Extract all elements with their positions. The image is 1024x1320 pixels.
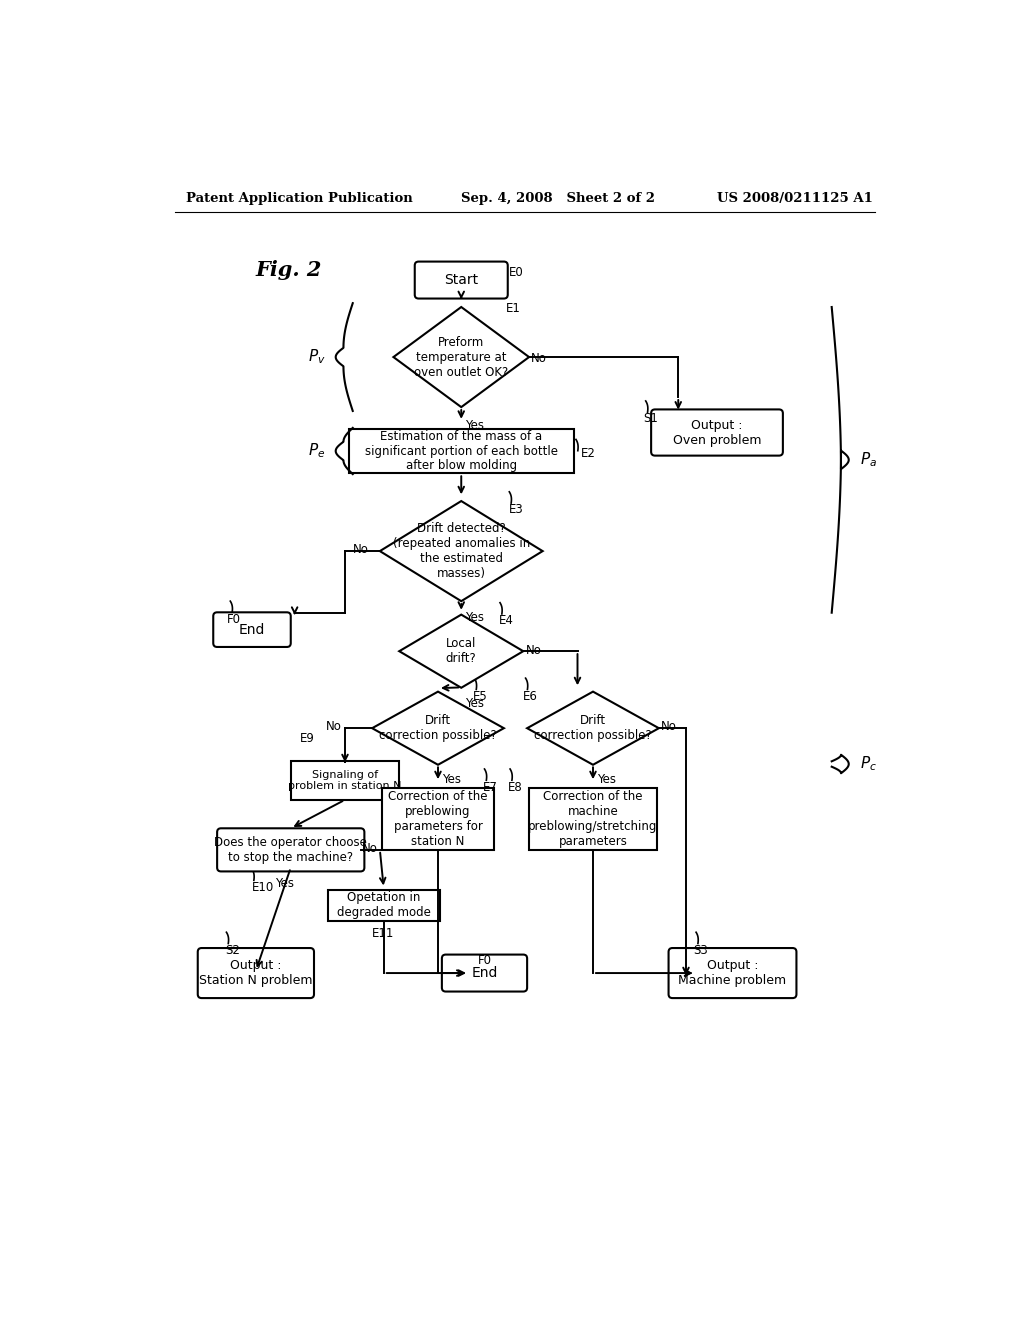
Text: S3: S3 [693,944,709,957]
Text: E9: E9 [300,733,315,744]
Text: Drift
correction possible?: Drift correction possible? [535,714,652,742]
FancyBboxPatch shape [217,829,365,871]
Text: Correction of the
preblowing
parameters for
station N: Correction of the preblowing parameters … [388,791,487,847]
Text: E2: E2 [582,447,596,461]
Text: E4: E4 [499,614,513,627]
Text: E10: E10 [252,880,274,894]
Text: $P_c$: $P_c$ [860,755,878,774]
Text: Yes: Yes [597,774,615,785]
Bar [349,429,573,474]
Text: Local
drift?: Local drift? [445,638,476,665]
FancyBboxPatch shape [198,948,314,998]
Text: Opetation in
degraded mode: Opetation in degraded mode [337,891,431,919]
Text: No: No [531,351,547,364]
FancyBboxPatch shape [442,954,527,991]
Text: F0: F0 [227,612,242,626]
Polygon shape [393,308,529,407]
Text: Estimation of the mass of a
significant portion of each bottle
after blow moldin: Estimation of the mass of a significant … [365,429,558,473]
Text: E1: E1 [506,302,520,314]
Text: No: No [352,544,369,557]
Text: E8: E8 [508,780,522,793]
Text: E3: E3 [509,503,524,516]
Text: Yes: Yes [442,774,461,785]
Text: No: No [525,644,542,656]
FancyBboxPatch shape [415,261,508,298]
Text: Fig. 2: Fig. 2 [256,260,323,280]
Text: Yes: Yes [465,611,484,624]
Text: S2: S2 [225,944,240,957]
Text: E7: E7 [483,780,498,793]
Text: Signaling of
problem in station N: Signaling of problem in station N [288,770,401,792]
Text: Patent Application Publication: Patent Application Publication [186,191,413,205]
Text: Output :
Station N problem: Output : Station N problem [199,960,312,987]
Text: No: No [362,842,378,855]
Text: Output :
Oven problem: Output : Oven problem [673,418,761,446]
Polygon shape [380,502,543,601]
Polygon shape [372,692,504,764]
Text: End: End [239,623,265,636]
Text: Correction of the
machine
preblowing/stretching
parameters: Correction of the machine preblowing/str… [528,791,657,847]
Text: No: No [662,721,677,734]
Text: End: End [471,966,498,979]
Text: Yes: Yes [275,876,294,890]
Text: Start: Start [444,273,478,286]
Text: E0: E0 [509,267,524,280]
FancyBboxPatch shape [669,948,797,998]
Text: Yes: Yes [465,418,484,432]
Text: Does the operator choose
to stop the machine?: Does the operator choose to stop the mac… [214,836,368,863]
Text: No: No [326,721,341,734]
Bar [529,788,657,850]
Text: $P_e$: $P_e$ [308,442,326,461]
Text: Drift
correction possible?: Drift correction possible? [379,714,497,742]
Text: F0: F0 [478,954,493,966]
FancyBboxPatch shape [213,612,291,647]
Bar [291,762,399,800]
Text: US 2008/0211125 A1: US 2008/0211125 A1 [717,191,872,205]
Text: E5: E5 [473,689,487,702]
Text: E6: E6 [523,689,539,702]
Text: Output :
Machine problem: Output : Machine problem [679,960,786,987]
Text: Drift detected?
(repeated anomalies in
the estimated
masses): Drift detected? (repeated anomalies in t… [392,523,529,579]
Text: Yes: Yes [465,697,484,710]
Text: Sep. 4, 2008   Sheet 2 of 2: Sep. 4, 2008 Sheet 2 of 2 [461,191,655,205]
Bar [382,788,495,850]
FancyBboxPatch shape [651,409,783,455]
Polygon shape [527,692,658,764]
Polygon shape [399,615,523,688]
Text: $P_a$: $P_a$ [860,450,878,469]
Text: Preform
temperature at
oven outlet OK?: Preform temperature at oven outlet OK? [414,335,508,379]
Text: E11: E11 [372,927,394,940]
Bar [328,890,440,921]
Text: S1: S1 [643,412,658,425]
Text: $P_v$: $P_v$ [308,347,326,367]
